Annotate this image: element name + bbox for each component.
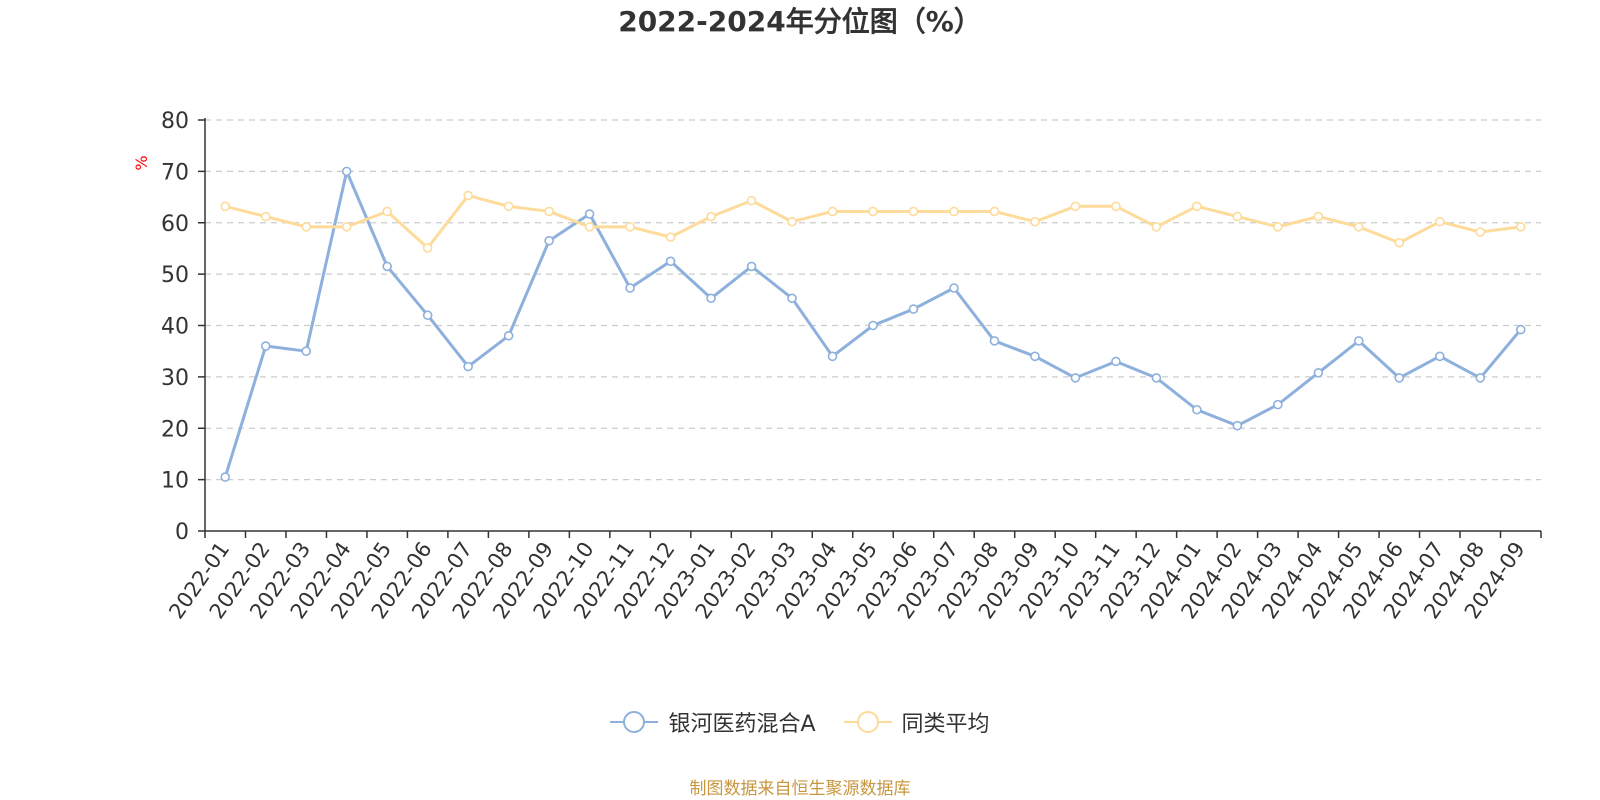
data-source-note: 制图数据来自恒生聚源数据库 [689, 779, 911, 799]
data-point-1-2023-11 [1111, 356, 1121, 367]
y-tick-label-10: 10 [161, 469, 189, 494]
data-point-2-2023-03 [787, 216, 797, 227]
data-point-2-2023-09 [1030, 216, 1040, 227]
data-point-2-2022-08 [503, 201, 514, 212]
data-point-1-2022-05 [382, 261, 392, 272]
data-point-2-2024-08 [1475, 227, 1486, 237]
data-point-1-2023-01 [706, 293, 716, 304]
data-point-2-2023-12 [1151, 222, 1162, 232]
data-point-2-2023-11 [1111, 201, 1121, 212]
data-point-2-2024-04 [1313, 211, 1324, 222]
data-point-1-2024-02 [1232, 420, 1243, 431]
data-point-2-2022-11 [625, 222, 635, 232]
data-point-1-2023-07 [949, 283, 959, 293]
legend-marker-series-2 [843, 711, 892, 733]
data-point-2-2022-12 [665, 232, 676, 242]
data-point-2-2023-02 [746, 195, 757, 206]
data-point-1-2022-09 [544, 235, 554, 246]
data-point-1-2022-02 [260, 341, 271, 351]
data-point-2-2023-08 [989, 206, 1000, 217]
data-point-1-2022-12 [665, 256, 676, 267]
series-line-2 [224, 194, 1521, 250]
data-point-2-2024-06 [1394, 237, 1405, 248]
data-point-1-2023-06 [908, 304, 919, 314]
y-tick-label-50: 50 [161, 263, 189, 288]
data-point-1-2023-10 [1070, 373, 1081, 383]
data-point-1-2024-05 [1354, 336, 1364, 346]
grid-lines [205, 119, 1541, 481]
legend-item-series-1[interactable]: 银河医药混合A [610, 706, 816, 738]
data-point-2-2022-10 [584, 222, 595, 232]
y-tick-label-0: 0 [175, 520, 189, 545]
data-point-2-2022-07 [463, 190, 473, 201]
legend-label-series-1: 银河医药混合A [668, 712, 816, 737]
series [220, 166, 1526, 482]
legend: 银河医药混合A 同类平均 [0, 706, 1600, 738]
data-point-2-2023-07 [949, 206, 959, 217]
data-point-1-2022-06 [422, 310, 433, 321]
y-tick-label-20: 20 [161, 417, 189, 442]
data-point-1-2022-08 [503, 330, 514, 341]
data-point-2-2022-09 [544, 206, 554, 217]
data-point-2-2024-07 [1434, 216, 1445, 227]
data-point-1-2024-08 [1475, 373, 1486, 383]
data-point-1-2022-07 [463, 361, 473, 372]
data-point-1-2023-09 [1030, 351, 1040, 362]
data-point-1-2024-03 [1273, 399, 1283, 410]
legend-marker-series-1 [610, 711, 659, 733]
data-point-1-2022-03 [301, 346, 312, 356]
y-tick-label-40: 40 [161, 315, 189, 340]
data-point-2-2022-04 [341, 222, 352, 232]
data-point-2-2022-03 [301, 222, 312, 232]
data-point-2-2024-03 [1273, 222, 1283, 232]
data-point-2-2022-06 [422, 243, 433, 253]
y-axis-label: % [132, 155, 151, 170]
data-point-1-2024-09 [1515, 324, 1526, 335]
data-point-2-2023-10 [1070, 201, 1081, 212]
data-point-1-2023-08 [989, 336, 1000, 346]
data-point-1-2022-01 [220, 472, 231, 482]
data-point-1-2023-04 [827, 351, 838, 362]
data-point-2-2023-05 [868, 206, 878, 217]
data-point-1-2024-07 [1434, 351, 1445, 362]
data-point-1-2023-05 [868, 320, 878, 331]
data-point-2-2022-02 [260, 211, 271, 222]
axes: 010203040506070802022-012022-022022-0320… [161, 109, 1542, 623]
y-tick-label-60: 60 [161, 212, 189, 237]
data-point-2-2024-01 [1192, 201, 1202, 212]
data-point-1-2022-11 [625, 283, 635, 293]
y-tick-label-70: 70 [161, 160, 189, 185]
data-point-2-2024-02 [1232, 211, 1243, 222]
data-point-1-2024-06 [1394, 373, 1405, 383]
data-point-2-2022-05 [382, 206, 392, 217]
data-point-1-2024-04 [1313, 367, 1324, 378]
data-point-1-2022-10 [584, 209, 595, 219]
data-point-1-2023-03 [787, 293, 797, 304]
legend-item-series-2[interactable]: 同类平均 [843, 706, 990, 738]
y-tick-label-30: 30 [161, 366, 189, 391]
data-point-2-2023-01 [706, 211, 716, 222]
data-point-2-2023-06 [908, 206, 919, 217]
chart-title: 2022-2024年分位图（%） [618, 5, 982, 38]
y-tick-label-80: 80 [161, 109, 189, 134]
data-point-1-2022-04 [341, 166, 352, 177]
data-point-2-2023-04 [827, 206, 838, 217]
legend-label-series-2: 同类平均 [901, 712, 990, 737]
data-point-1-2024-01 [1192, 404, 1202, 415]
data-point-2-2022-01 [220, 201, 231, 212]
data-point-2-2024-05 [1354, 222, 1364, 232]
data-point-1-2023-12 [1151, 373, 1162, 383]
data-point-2-2024-09 [1515, 222, 1526, 232]
data-point-1-2023-02 [746, 261, 757, 272]
